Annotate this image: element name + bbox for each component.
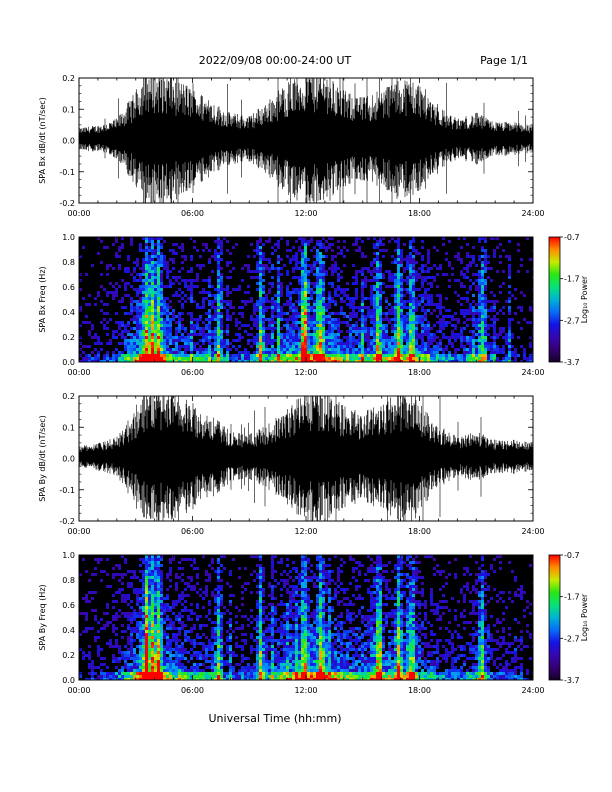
x-tick-label: 12:00	[294, 368, 317, 377]
y-tick-label: 1.0	[62, 551, 75, 560]
y-tick-label: -0.2	[59, 199, 75, 208]
y-tick-label: 0.2	[62, 651, 75, 660]
y-tick-label: 0.0	[62, 358, 75, 367]
x-axis-title: Universal Time (hh:mm)	[209, 712, 342, 725]
x-tick-label: 18:00	[408, 209, 431, 218]
series-line	[79, 396, 533, 521]
x-tick-label: 24:00	[521, 368, 544, 377]
y-tick-label: 0.6	[62, 283, 75, 292]
panels: 00:00 06:00 12:00 18:00 24:00 0.2 0.1 0.0 -0.1 -0…	[38, 74, 589, 695]
x-tick-label: 24:00	[521, 686, 544, 695]
series-line	[79, 78, 533, 203]
y-tick-label: 0.6	[62, 601, 75, 610]
colorbar-tick-label: -2.7	[564, 634, 580, 643]
x-tick-label: 18:00	[408, 527, 431, 536]
colorbar-tick-label: -3.7	[564, 676, 580, 685]
x-tick-label: 00:00	[67, 368, 90, 377]
panel-bx-timeseries: 00:00 06:00 12:00 18:00 24:00 0.2 0.1 0.0 -0.1 -0…	[38, 74, 545, 218]
x-tick-label: 06:00	[181, 368, 204, 377]
colorbar-label: Log₁₀ Power	[580, 593, 589, 641]
x-tick-label: 06:00	[181, 527, 204, 536]
x-tick-label: 12:00	[294, 209, 317, 218]
x-tick-label: 06:00	[181, 686, 204, 695]
y-axis-label: SPA By Freq (Hz)	[38, 584, 47, 650]
colorbar-tick-label: -1.7	[564, 275, 580, 284]
y-tick-label: -0.1	[59, 168, 75, 177]
panel-by-timeseries: 00:00 06:00 12:00 18:00 24:00 0.2 0.1 0.0 -0.1 -0…	[38, 392, 545, 536]
colorbar-tick-label: -2.7	[564, 316, 580, 325]
x-tick-label: 18:00	[408, 368, 431, 377]
colorbar-tick-label: -0.7	[564, 551, 580, 560]
x-tick-label: 00:00	[67, 527, 90, 536]
x-tick-label: 18:00	[408, 686, 431, 695]
y-tick-label: 0.2	[62, 392, 75, 401]
x-tick-label: 00:00	[67, 686, 90, 695]
page-number: Page 1/1	[480, 54, 528, 67]
x-tick-label: 24:00	[521, 527, 544, 536]
y-axis-label: SPA Bx Freq (Hz)	[38, 266, 47, 332]
y-tick-label: 0.8	[62, 258, 75, 267]
y-tick-label: 0.4	[62, 308, 75, 317]
y-tick-label: 0.2	[62, 333, 75, 342]
y-tick-label: 0.8	[62, 576, 75, 585]
x-tick-label: 00:00	[67, 209, 90, 218]
panel-bx-spectrogram: -0.7 -1.7 -2.7 -3.7 Log₁₀ Power 00:00 06:00 12:…	[38, 233, 589, 377]
y-tick-label: -0.1	[59, 486, 75, 495]
spectrogram-cells	[79, 237, 533, 362]
colorbar	[548, 236, 561, 363]
y-tick-label: -0.2	[59, 517, 75, 526]
colorbar	[548, 554, 561, 681]
x-tick-label: 12:00	[294, 527, 317, 536]
y-axis-label: SPA Bx dB/dt (nT/sec)	[38, 97, 47, 184]
panel-by-spectrogram: -0.7 -1.7 -2.7 -3.7 Log₁₀ Power 00:00 06:00 12:…	[38, 551, 589, 695]
y-tick-label: 0.0	[62, 676, 75, 685]
colorbar-tick-label: -3.7	[564, 358, 580, 367]
colorbar-tick-label: -0.7	[564, 233, 580, 242]
y-tick-label: 0.1	[62, 105, 75, 114]
x-tick-label: 06:00	[181, 209, 204, 218]
y-tick-label: 0.1	[62, 423, 75, 432]
y-tick-label: 1.0	[62, 233, 75, 242]
y-tick-label: 0.2	[62, 74, 75, 83]
y-tick-label: 0.4	[62, 626, 75, 635]
x-tick-label: 24:00	[521, 209, 544, 218]
y-tick-label: 0.0	[62, 455, 75, 464]
spectrogram-cells	[79, 555, 533, 680]
page-title: 2022/09/08 00:00-24:00 UT	[199, 54, 352, 67]
x-tick-label: 12:00	[294, 686, 317, 695]
y-axis-label: SPA By dB/dt (nT/sec)	[38, 415, 47, 502]
y-tick-label: 0.0	[62, 137, 75, 146]
colorbar-label: Log₁₀ Power	[580, 275, 589, 323]
colorbar-tick-label: -1.7	[564, 593, 580, 602]
